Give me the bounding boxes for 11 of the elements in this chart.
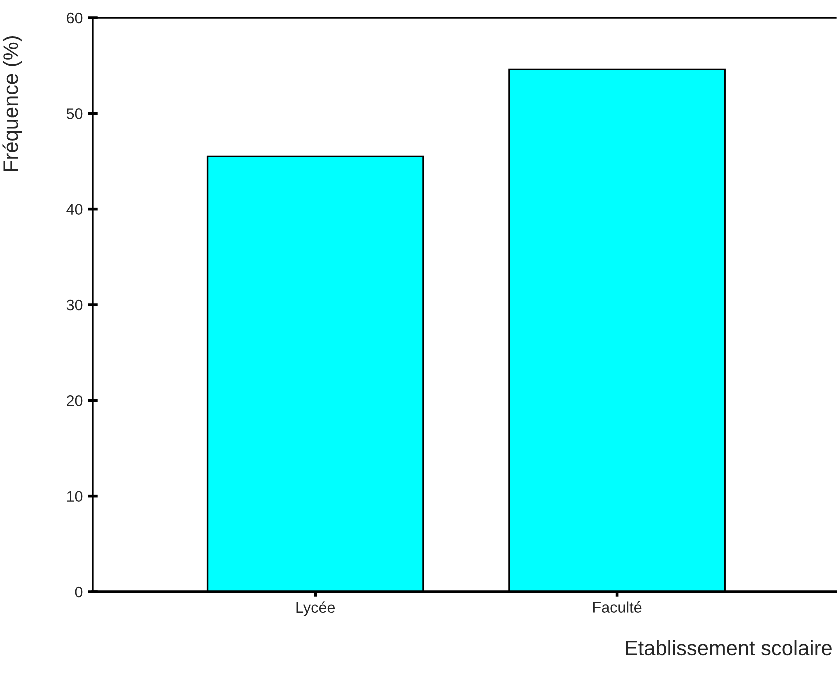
x-tick-label: Lycée	[296, 602, 336, 616]
y-tick-label: 40	[66, 204, 83, 216]
x-axis-title: Etablissement scolaire	[626, 640, 832, 656]
y-tick-label: 0	[75, 586, 83, 598]
y-tick-label: 20	[67, 396, 83, 406]
y-tick-label: 10	[67, 491, 83, 502]
y-tick-label: 50	[66, 108, 83, 120]
y-axis-title: Fréquence (%)	[2, 36, 22, 172]
y-tick-label: 30	[66, 300, 83, 311]
y-tick-label: 60	[67, 12, 83, 24]
x-tick-label: Faculté	[594, 602, 642, 613]
